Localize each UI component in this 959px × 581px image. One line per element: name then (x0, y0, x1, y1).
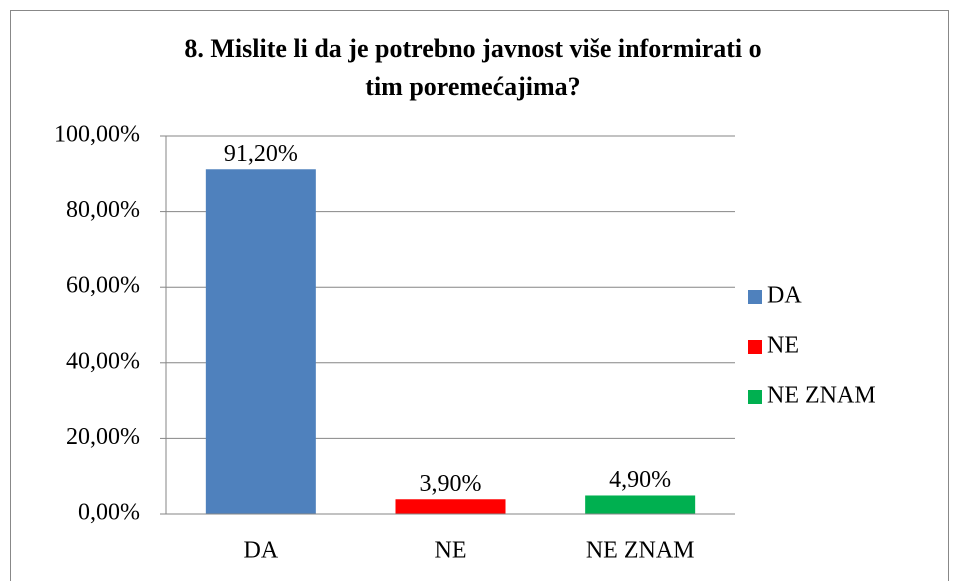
chart-title: 8. Mislite li da je potrebno javnost viš… (184, 34, 762, 101)
y-tick-label: 80,00% (66, 197, 140, 223)
x-tick-label: NE ZNAM (586, 538, 695, 564)
y-tick-label: 40,00% (66, 348, 140, 374)
x-tick-label: NE (435, 538, 467, 564)
x-tick-label: DA (243, 538, 278, 564)
legend-label: NE (767, 333, 799, 359)
chart-frame (10, 10, 949, 581)
legend-swatch (748, 390, 762, 404)
bar (205, 169, 316, 514)
legend-swatch (748, 290, 762, 304)
data-label: 91,20% (224, 141, 298, 167)
bar (585, 495, 696, 514)
y-tick-label: 60,00% (66, 273, 140, 299)
legend-label: NE ZNAM (767, 383, 876, 409)
data-label: 4,90% (609, 467, 671, 493)
legend-label: DA (767, 283, 802, 309)
y-tick-label: 100,00% (54, 122, 140, 148)
bar (395, 499, 506, 514)
data-label: 3,90% (420, 471, 482, 497)
y-tick-label: 20,00% (66, 424, 140, 450)
legend-swatch (748, 340, 762, 354)
y-tick-label: 0,00% (78, 500, 140, 526)
